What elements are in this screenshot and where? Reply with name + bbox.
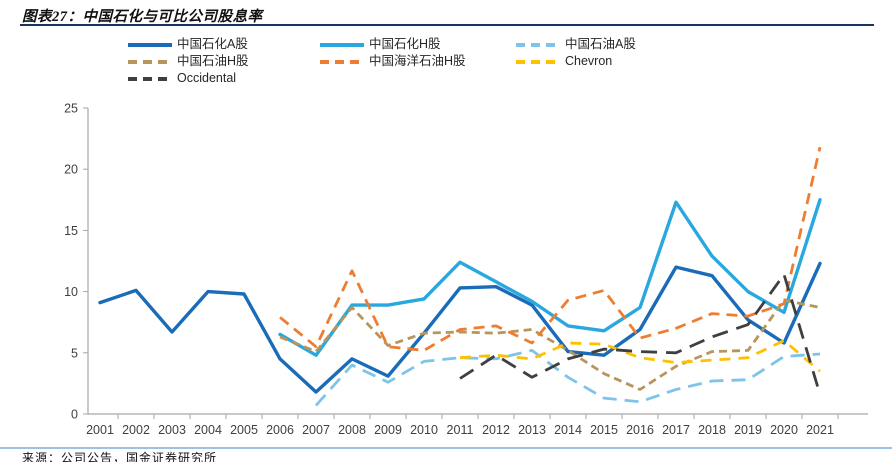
y-tick-label: 0 (71, 408, 78, 422)
source-note: 来源：公司公告，国金证券研究所 (22, 451, 218, 462)
legend-swatch-cnooc-h (320, 59, 364, 64)
legend-label: Occidental (177, 71, 237, 85)
legend-swatch-chevron (516, 59, 560, 64)
axes (87, 108, 868, 415)
x-tick-label: 2011 (447, 423, 474, 437)
legend-item-occidental: Occidental (128, 70, 320, 87)
x-tick-label: 2005 (230, 423, 258, 437)
x-tick-label: 2021 (806, 423, 834, 437)
legend-item-chevron: Chevron (516, 53, 688, 70)
y-tick-label: 25 (64, 102, 78, 116)
x-tick-label: 2007 (302, 423, 330, 437)
legend-item-cnooc-h: 中国海洋石油H股 (320, 53, 516, 70)
legend-label: 中国石油A股 (565, 37, 636, 51)
y-tick-label: 5 (71, 346, 78, 360)
x-tick-label: 2003 (158, 423, 186, 437)
series-line-6 (459, 273, 822, 395)
legend-label: 中国海洋石油H股 (369, 54, 466, 68)
legend-item-sinopec-h: 中国石化H股 (320, 36, 516, 53)
legend-item-sinopec-a: 中国石化A股 (128, 36, 320, 53)
legend-swatch-occidental (128, 76, 172, 81)
x-tick-label: 2012 (482, 423, 510, 437)
legend-label: Chevron (565, 54, 613, 68)
legend-swatch-petrochina-h (128, 59, 172, 64)
legend-label: 中国石化A股 (177, 37, 248, 51)
y-tick-label: 15 (64, 224, 78, 238)
series-line-4 (279, 146, 822, 352)
x-tick-label: 2017 (662, 423, 690, 437)
legend-item-petrochina-a: 中国石油A股 (516, 36, 688, 53)
series-line-1 (278, 198, 822, 357)
y-tick-label: 20 (64, 163, 78, 177)
y-tick-label: 10 (64, 285, 78, 299)
series-line-2 (314, 349, 821, 407)
legend-swatch-sinopec-a (128, 42, 172, 47)
footer-rule (0, 447, 892, 449)
x-tick-label: 2018 (698, 423, 726, 437)
x-tick-label: 2008 (338, 423, 366, 437)
series-line-0 (98, 261, 822, 394)
x-tick-label: 2016 (626, 423, 654, 437)
x-tick-label: 2002 (122, 423, 150, 437)
legend-label: 中国石化H股 (369, 37, 441, 51)
legend-swatch-sinopec-h (320, 42, 364, 47)
x-tick-label: 2009 (374, 423, 402, 437)
series-line-5 (459, 339, 821, 373)
x-tick-label: 2006 (266, 423, 294, 437)
x-tick-label: 2013 (518, 423, 546, 437)
x-tick-label: 2014 (554, 423, 582, 437)
x-tick-label: 2015 (590, 423, 618, 437)
x-tick-label: 2020 (770, 423, 798, 437)
legend-swatch-petrochina-a (516, 42, 560, 47)
title-rule (20, 24, 874, 26)
x-tick-label: 2004 (194, 423, 222, 437)
x-tick-label: 2010 (410, 423, 438, 437)
legend-item-petrochina-h: 中国石油H股 (128, 53, 320, 70)
legend: 中国石化A股 中国石化H股 中国石油A股 中国石油H股 中国海洋石油H股 Che… (128, 36, 688, 87)
x-tick-label: 2019 (734, 423, 762, 437)
chart-svg: 0 5 10 15 20 25 2001 2002 2003 2004 2005 2006 2007 20… (64, 102, 868, 437)
series-line-3 (279, 298, 821, 391)
legend-label: 中国石油H股 (177, 54, 249, 68)
figure-title: 图表27：中国石化与可比公司股息率 (22, 9, 263, 25)
x-tick-label: 2001 (86, 423, 114, 437)
